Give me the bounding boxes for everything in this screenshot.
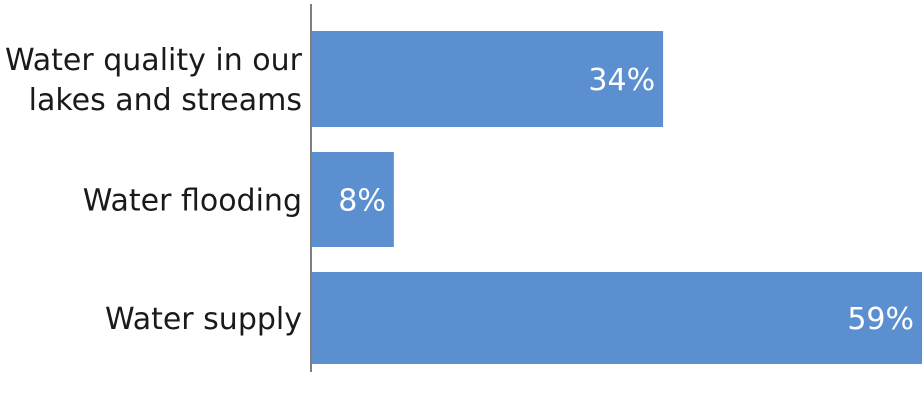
bar-2 [311, 272, 922, 364]
category-labels-group: Water quality in our lakes and streams Wat… [5, 43, 303, 337]
bar-1 [311, 152, 394, 247]
category-label-0-line-0: Water quality in our [5, 43, 303, 78]
value-labels-group: 34% 8% 59% [338, 63, 914, 337]
category-label-2-line-0: Water supply [105, 302, 302, 337]
value-label-0: 34% [588, 63, 655, 98]
bar-0 [311, 31, 664, 127]
value-label-1: 8% [338, 184, 386, 219]
category-label-1-line-0: Water flooding [83, 184, 302, 219]
category-label-0-line-1: lakes and streams [29, 83, 302, 118]
value-label-2: 59% [847, 302, 914, 337]
bars-group [311, 31, 922, 364]
